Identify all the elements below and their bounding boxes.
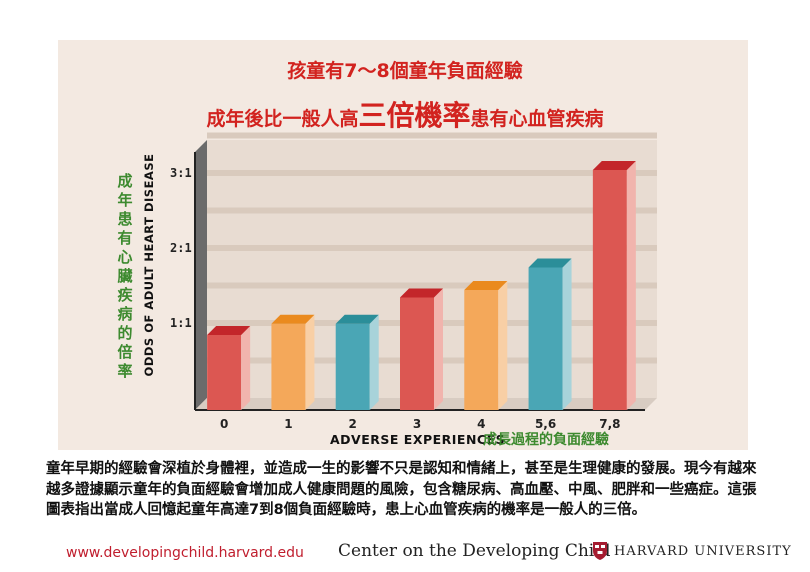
bar-1	[271, 323, 306, 410]
footer-center-name: Center on the Developing Child	[338, 541, 611, 561]
y-axis-label-chinese: 成年患有心臟疾病的倍率	[117, 172, 133, 380]
y-tick-label: 1:1	[170, 316, 192, 330]
bar-top-2	[335, 314, 379, 324]
bar-side-3	[434, 288, 443, 410]
footer-harvard-university: HARVARD UNIVERSITY	[614, 544, 792, 559]
bar-side-2	[369, 314, 379, 410]
harvard-shield-icon	[593, 542, 607, 560]
title-line2: 成年後比一般人高三倍機率患有心血管疾病	[0, 94, 810, 134]
footer-url[interactable]: www.developingchild.harvard.edu	[66, 545, 304, 561]
title-line2-pre: 成年後比一般人高	[206, 108, 359, 130]
bar-top-5,6	[528, 258, 572, 268]
x-tick-label: 4	[477, 417, 485, 431]
chart-left-wall	[195, 140, 207, 410]
bar-side-5,6	[562, 258, 572, 410]
x-tick-label: 3	[413, 417, 421, 431]
title-line2-highlight: 三倍機率	[358, 99, 471, 132]
bar-side-1	[305, 314, 315, 410]
bar-top-7,8	[592, 161, 636, 170]
bar-7,8	[592, 170, 627, 410]
bar-top-0	[207, 326, 251, 335]
bar-4	[464, 290, 499, 410]
bar-side-7,8	[626, 161, 636, 410]
x-axis-label: ADVERSE EXPERIENCES	[330, 432, 505, 447]
bar-top-3	[400, 288, 443, 298]
bar-0	[207, 335, 242, 410]
title-line1: 孩童有7～8個童年負面經驗	[287, 60, 523, 82]
x-tick-label: 0	[220, 417, 228, 431]
title-line2-post: 患有心血管疾病	[470, 108, 604, 130]
x-tick-label: 5,6	[535, 417, 556, 431]
bar-side-0	[241, 326, 251, 410]
x-axis-label-chinese: 成長過程的負面經驗	[483, 431, 609, 448]
bar-3	[400, 297, 434, 410]
bar-side-4	[498, 281, 508, 410]
y-tick-label: 2:1	[170, 241, 192, 255]
bar-chart: 1:1 2:1 3:1 ODDS OF ADULT HEART DISEASE 0 1 2 3…	[142, 132, 657, 448]
bar-top-1	[271, 314, 315, 324]
x-tick-label: 2	[349, 417, 357, 431]
x-tick-label: 7,8	[599, 417, 620, 431]
bar-5,6	[528, 267, 563, 410]
bar-top-4	[464, 281, 508, 290]
bar-2	[335, 323, 370, 410]
description-text: 童年早期的經驗會深植於身體裡，並造成一生的影響不只是認知和情緒上，甚至是生理健康…	[46, 461, 757, 518]
x-tick-label: 1	[284, 417, 292, 431]
y-axis-label: ODDS OF ADULT HEART DISEASE	[142, 154, 156, 377]
y-tick-label: 3:1	[170, 166, 192, 180]
